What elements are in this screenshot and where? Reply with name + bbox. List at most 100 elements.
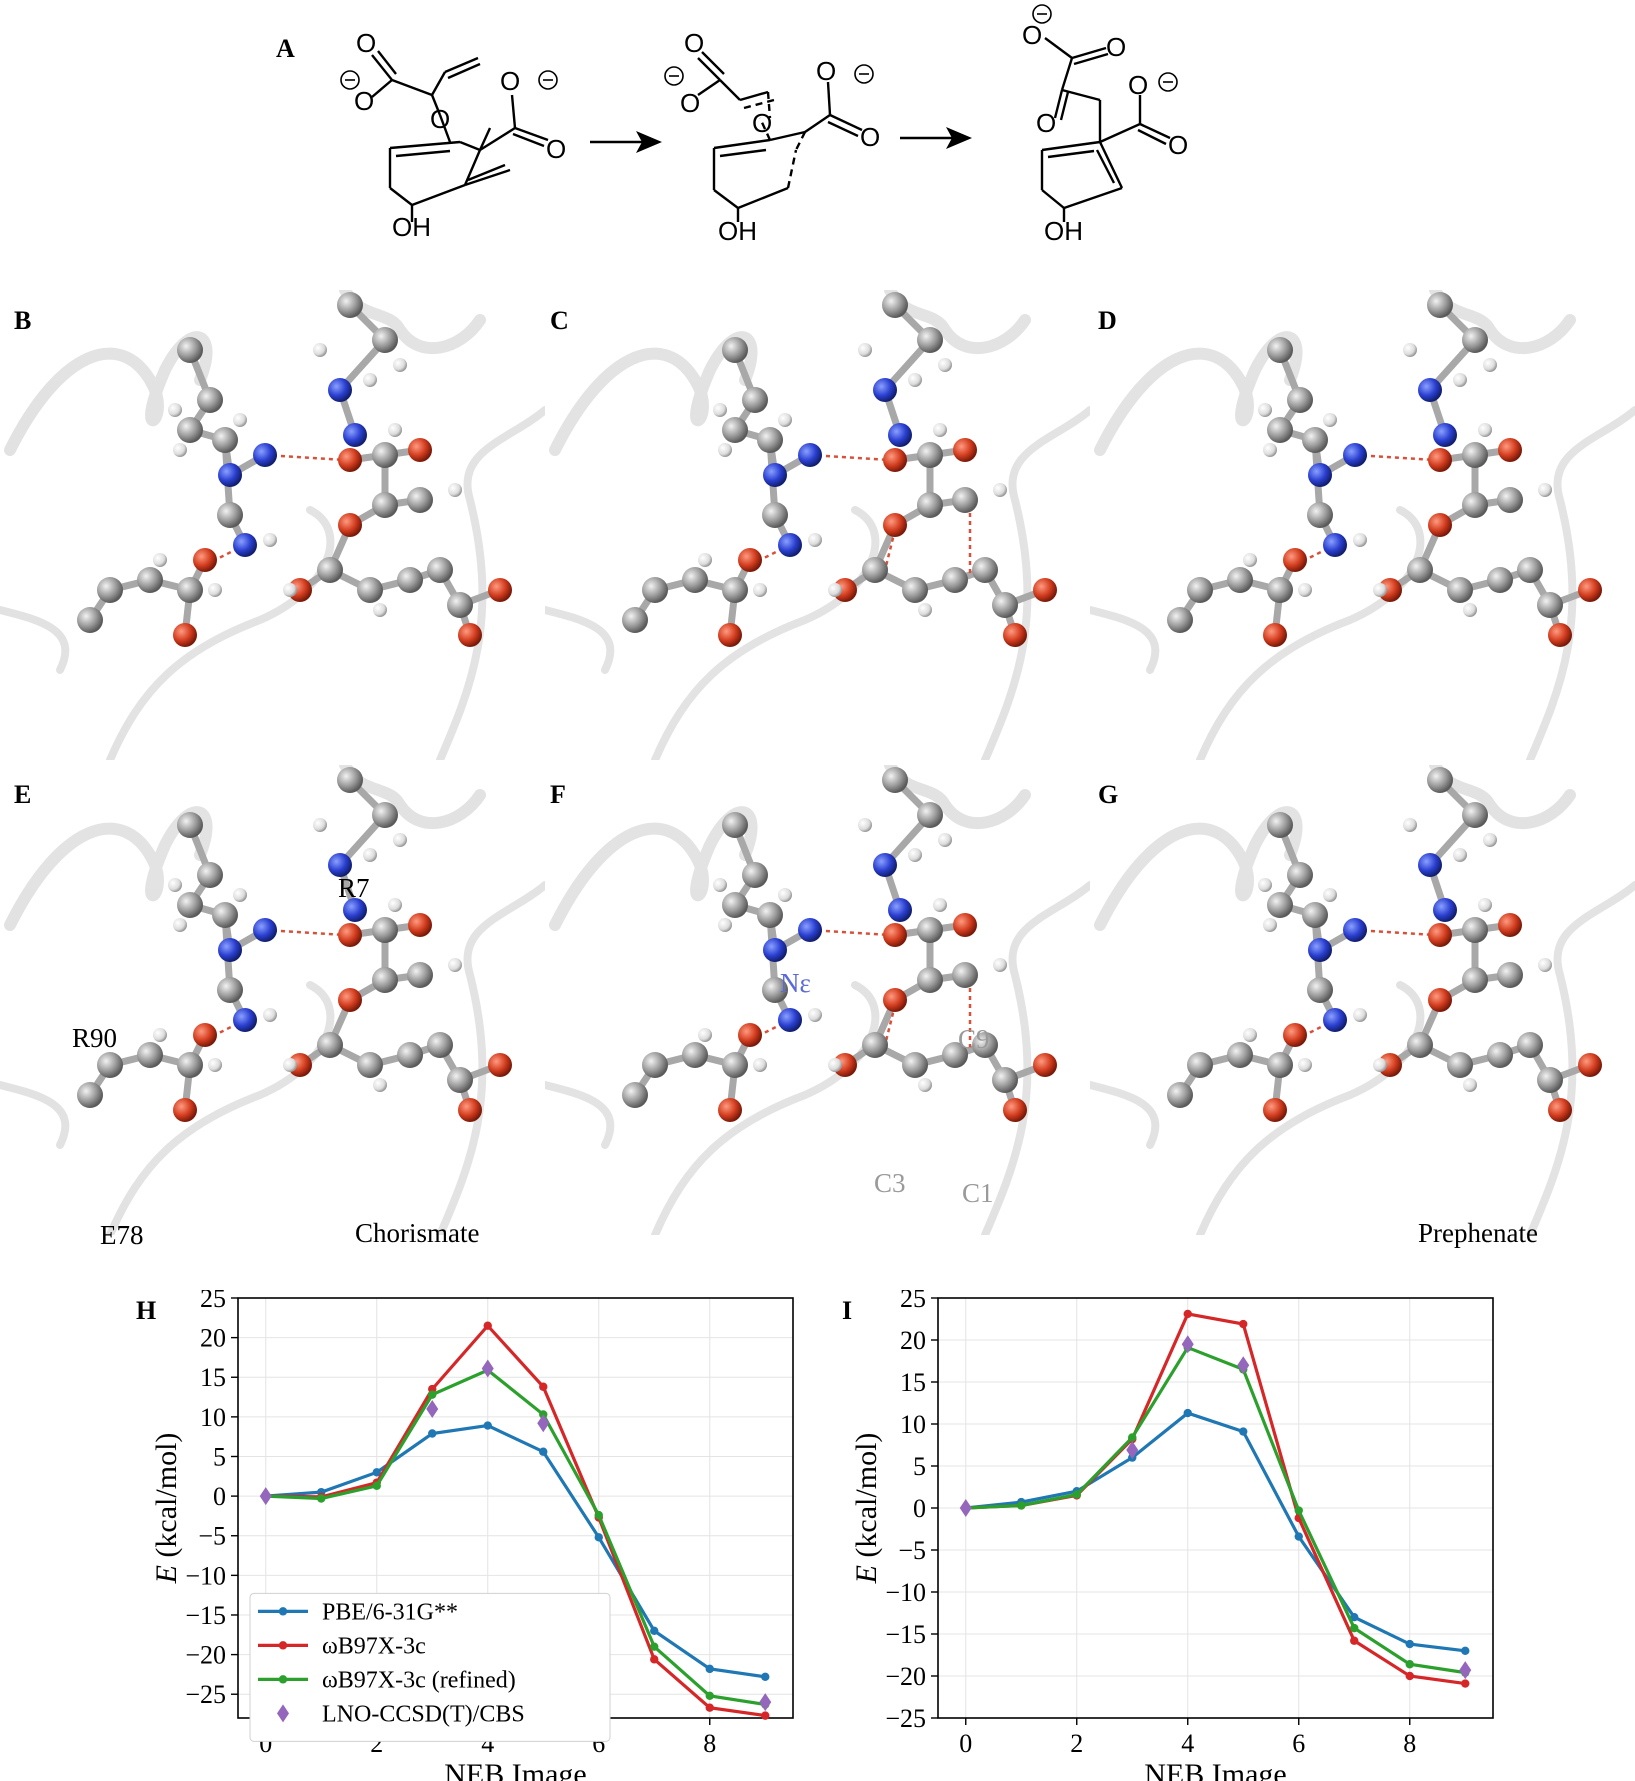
atom-c	[177, 892, 203, 918]
atom-c	[917, 917, 943, 943]
hydrogen-bond	[809, 453, 891, 462]
atom-c	[217, 502, 243, 528]
atom-o	[1033, 578, 1057, 602]
atom-h	[263, 1008, 277, 1022]
atom-h	[753, 583, 767, 597]
data-point	[1072, 1490, 1081, 1499]
atom-c	[1287, 862, 1313, 888]
atom-h	[173, 918, 187, 932]
atom-h	[313, 818, 327, 832]
data-point	[761, 1711, 770, 1720]
atom-o	[1428, 448, 1452, 472]
ribbon-helix	[1094, 331, 1303, 456]
atom-c	[1462, 917, 1488, 943]
atom-h	[363, 373, 377, 387]
atom-n	[1323, 1008, 1347, 1032]
atom-h	[753, 1058, 767, 1072]
atom-c	[882, 767, 908, 793]
atom-c	[1462, 492, 1488, 518]
atom-c	[372, 917, 398, 943]
ribbon-loop	[981, 406, 1090, 760]
data-point	[1183, 1309, 1192, 1319]
x-tick-label: 0	[959, 1729, 972, 1758]
forming-bond	[883, 529, 897, 571]
atom-o	[953, 438, 977, 462]
label-r7: R7	[338, 873, 370, 903]
atom-o	[288, 578, 312, 602]
atom-n	[343, 898, 367, 922]
panel-label-i: I	[842, 1296, 853, 1325]
atom-h	[1483, 358, 1497, 372]
atom-c	[757, 902, 783, 928]
hydrogen-bond	[264, 928, 346, 937]
panel-label-c: C	[550, 306, 569, 335]
atom-h	[393, 358, 407, 372]
atom-h	[1403, 818, 1417, 832]
data-point	[1239, 1319, 1248, 1329]
scheme-o: O	[816, 56, 836, 86]
atom-o	[193, 548, 217, 572]
ribbon-helix	[1429, 290, 1576, 354]
ribbon-loop	[1090, 606, 1160, 674]
atom-c	[1487, 1042, 1513, 1068]
hydrogen-bond	[264, 453, 346, 462]
data-point	[481, 1359, 494, 1378]
molecular-structure-render	[1090, 290, 1635, 760]
atom-n	[763, 463, 787, 487]
panel-label-f: F	[550, 780, 566, 809]
atom-n	[1433, 898, 1457, 922]
atom-c	[1302, 902, 1328, 928]
atom-c	[682, 1042, 708, 1068]
atom-o	[173, 1098, 197, 1122]
atom-c	[317, 1032, 343, 1058]
atom-h	[1298, 583, 1312, 597]
protein-ribbon	[0, 765, 545, 1235]
atom-c	[1307, 502, 1333, 528]
data-point	[428, 1429, 437, 1438]
atom-n	[888, 423, 912, 447]
x-axis-label: NEB Image	[1144, 1758, 1286, 1781]
scheme-o: O	[356, 28, 376, 58]
atom-c	[862, 557, 888, 583]
data-point	[959, 1499, 972, 1517]
y-tick-label: −20	[885, 1662, 926, 1691]
atom-c	[1287, 387, 1313, 413]
atom-c	[1427, 767, 1453, 793]
atom-n	[873, 378, 897, 402]
atom-c	[372, 492, 398, 518]
atom-o	[883, 988, 907, 1012]
ribbon-helix	[884, 765, 1031, 829]
atom-c	[1267, 812, 1293, 838]
atom-h	[1538, 958, 1552, 972]
atom-n	[218, 938, 242, 962]
atom-c	[357, 577, 383, 603]
atom-c	[722, 417, 748, 443]
atom-h	[1403, 343, 1417, 357]
series-line	[265, 1368, 766, 1707]
x-axis-label: NEB Image	[444, 1758, 586, 1781]
atom-c	[97, 1052, 123, 1078]
atom-h	[993, 958, 1007, 972]
y-tick-label: −25	[185, 1680, 226, 1709]
atom-c	[1462, 442, 1488, 468]
scheme-o: O	[546, 134, 566, 164]
legend-box	[249, 1592, 611, 1742]
y-tick-label: 10	[200, 1403, 226, 1432]
y-tick-label: 5	[213, 1442, 226, 1471]
y-tick-label: −20	[185, 1641, 226, 1670]
atom-c	[177, 812, 203, 838]
series-LNO-CCSD(T)/CBS	[959, 1335, 1472, 1680]
atom-h	[1243, 553, 1257, 567]
atom-h	[363, 848, 377, 862]
label-c1: C1	[962, 1178, 994, 1208]
atom-c	[742, 862, 768, 888]
atom-c	[77, 1082, 103, 1108]
chorismate-structure	[371, 50, 549, 222]
atom-o	[338, 923, 362, 947]
atom-h	[713, 403, 727, 417]
series-line	[965, 1411, 1466, 1653]
atom-c	[407, 962, 433, 988]
atom-h	[153, 553, 167, 567]
data-point	[1294, 1532, 1303, 1541]
atom-h	[933, 423, 947, 437]
